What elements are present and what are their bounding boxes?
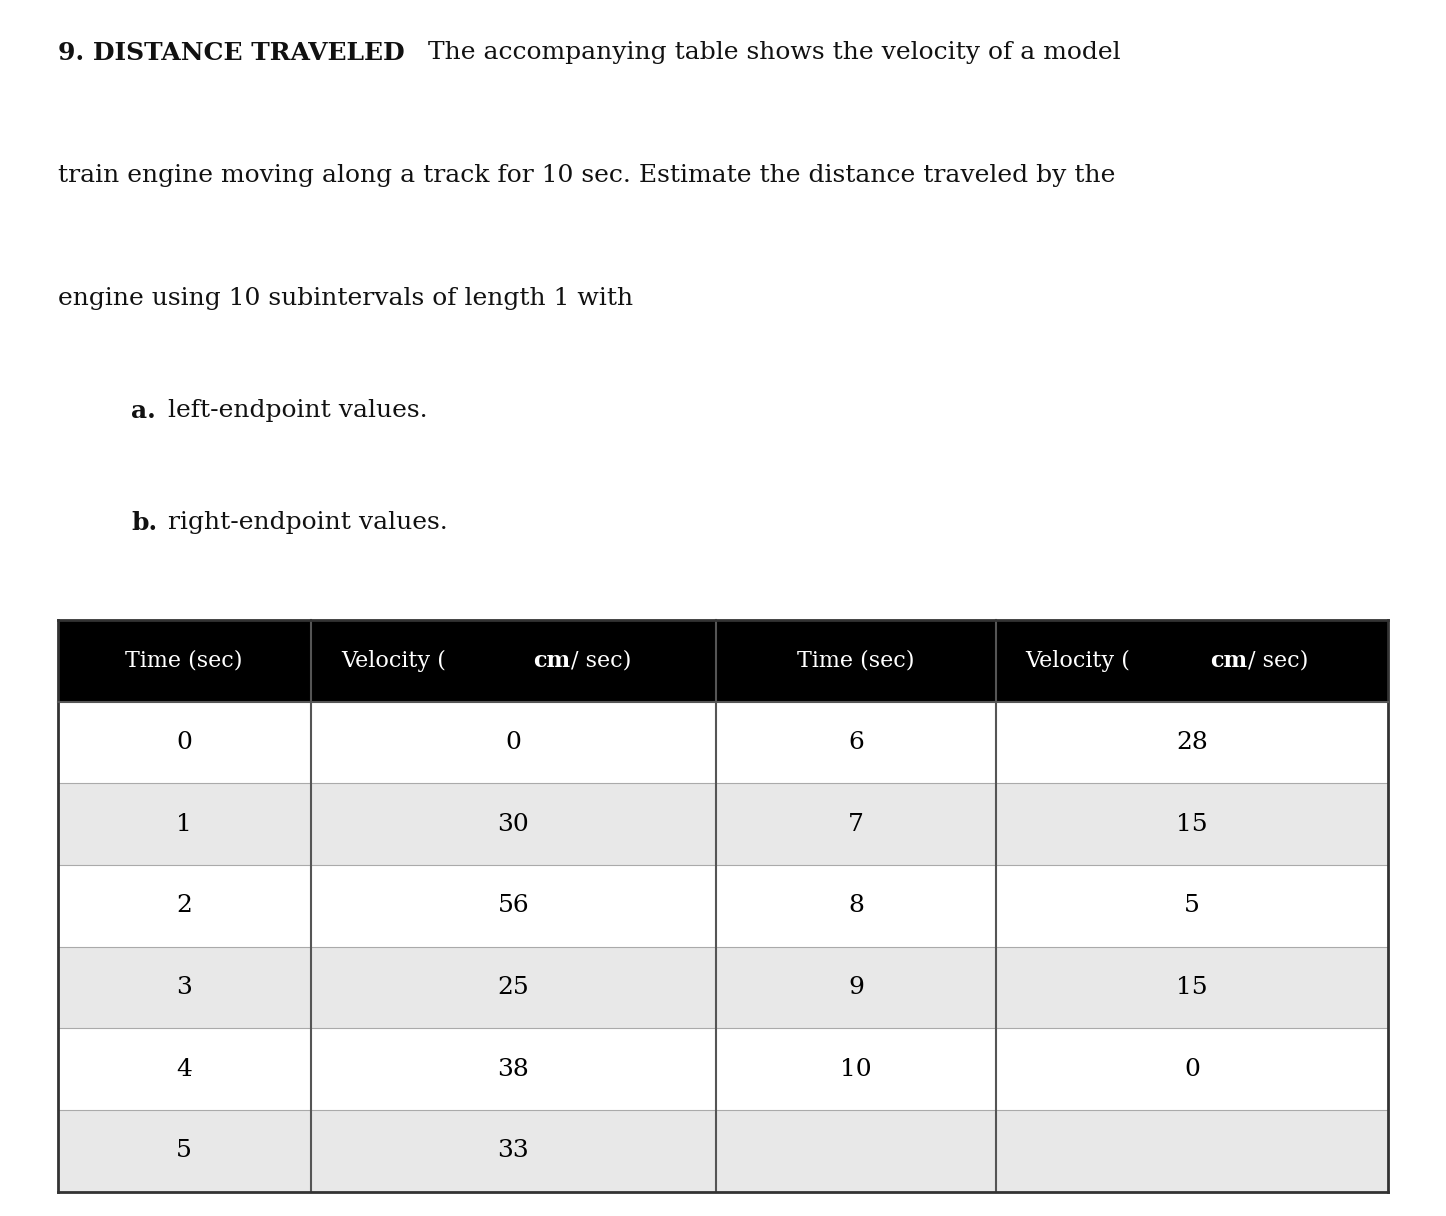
- Bar: [58, 1110, 311, 1192]
- Text: 3: 3: [176, 976, 192, 1000]
- Bar: [58, 620, 311, 702]
- Text: 30: 30: [497, 812, 529, 835]
- Bar: [716, 1029, 996, 1110]
- Text: Time (sec): Time (sec): [126, 651, 243, 672]
- Bar: [716, 947, 996, 1029]
- Bar: [716, 620, 996, 702]
- Bar: [311, 1110, 716, 1192]
- Text: / sec): / sec): [571, 651, 632, 672]
- Text: 28: 28: [1176, 731, 1207, 754]
- Text: Velocity (: Velocity (: [341, 649, 445, 672]
- Bar: [996, 702, 1388, 783]
- Text: 6: 6: [849, 731, 863, 754]
- Text: 9. DISTANCE TRAVELED: 9. DISTANCE TRAVELED: [58, 41, 405, 66]
- Text: 10: 10: [840, 1058, 872, 1081]
- Text: 2: 2: [176, 895, 192, 917]
- Text: Velocity (: Velocity (: [1025, 649, 1129, 672]
- Bar: [716, 783, 996, 865]
- Bar: [58, 702, 311, 783]
- Bar: [716, 702, 996, 783]
- Text: left-endpoint values.: left-endpoint values.: [161, 399, 428, 422]
- Text: 15: 15: [1176, 812, 1207, 835]
- Text: 4: 4: [176, 1058, 192, 1081]
- Text: 33: 33: [497, 1139, 529, 1162]
- Text: right-endpoint values.: right-endpoint values.: [161, 511, 448, 534]
- Text: 38: 38: [497, 1058, 529, 1081]
- Text: 0: 0: [1184, 1058, 1200, 1081]
- Text: 5: 5: [176, 1139, 192, 1162]
- Text: 15: 15: [1176, 976, 1207, 1000]
- Text: train engine moving along a track for 10 sec. Estimate the distance traveled by : train engine moving along a track for 10…: [58, 164, 1115, 187]
- Text: 0: 0: [506, 731, 522, 754]
- Bar: [716, 865, 996, 947]
- Text: cm: cm: [532, 651, 570, 672]
- Bar: [311, 1029, 716, 1110]
- Bar: [58, 1029, 311, 1110]
- Bar: [311, 783, 716, 865]
- Text: 56: 56: [497, 895, 529, 917]
- Bar: [311, 865, 716, 947]
- Bar: [996, 865, 1388, 947]
- Bar: [58, 783, 311, 865]
- Bar: [311, 947, 716, 1029]
- Text: 7: 7: [849, 812, 863, 835]
- Text: 5: 5: [1184, 895, 1200, 917]
- Text: / sec): / sec): [1248, 651, 1309, 672]
- Text: 1: 1: [176, 812, 192, 835]
- Bar: [996, 947, 1388, 1029]
- Text: engine using 10 subintervals of length 1 with: engine using 10 subintervals of length 1…: [58, 287, 633, 310]
- Bar: [996, 783, 1388, 865]
- Text: 9: 9: [849, 976, 863, 1000]
- Text: 25: 25: [497, 976, 529, 1000]
- Text: Time (sec): Time (sec): [797, 651, 915, 672]
- Bar: [996, 1110, 1388, 1192]
- Bar: [58, 865, 311, 947]
- Bar: [58, 947, 311, 1029]
- Bar: [996, 620, 1388, 702]
- Text: b.: b.: [132, 511, 158, 535]
- Bar: [716, 1110, 996, 1192]
- Text: 0: 0: [176, 731, 192, 754]
- Text: cm: cm: [1210, 651, 1248, 672]
- Bar: [311, 702, 716, 783]
- Bar: [996, 1029, 1388, 1110]
- Text: 8: 8: [849, 895, 863, 917]
- Text: The accompanying table shows the velocity of a model: The accompanying table shows the velocit…: [419, 41, 1121, 64]
- Text: a.: a.: [132, 399, 156, 423]
- Bar: [311, 620, 716, 702]
